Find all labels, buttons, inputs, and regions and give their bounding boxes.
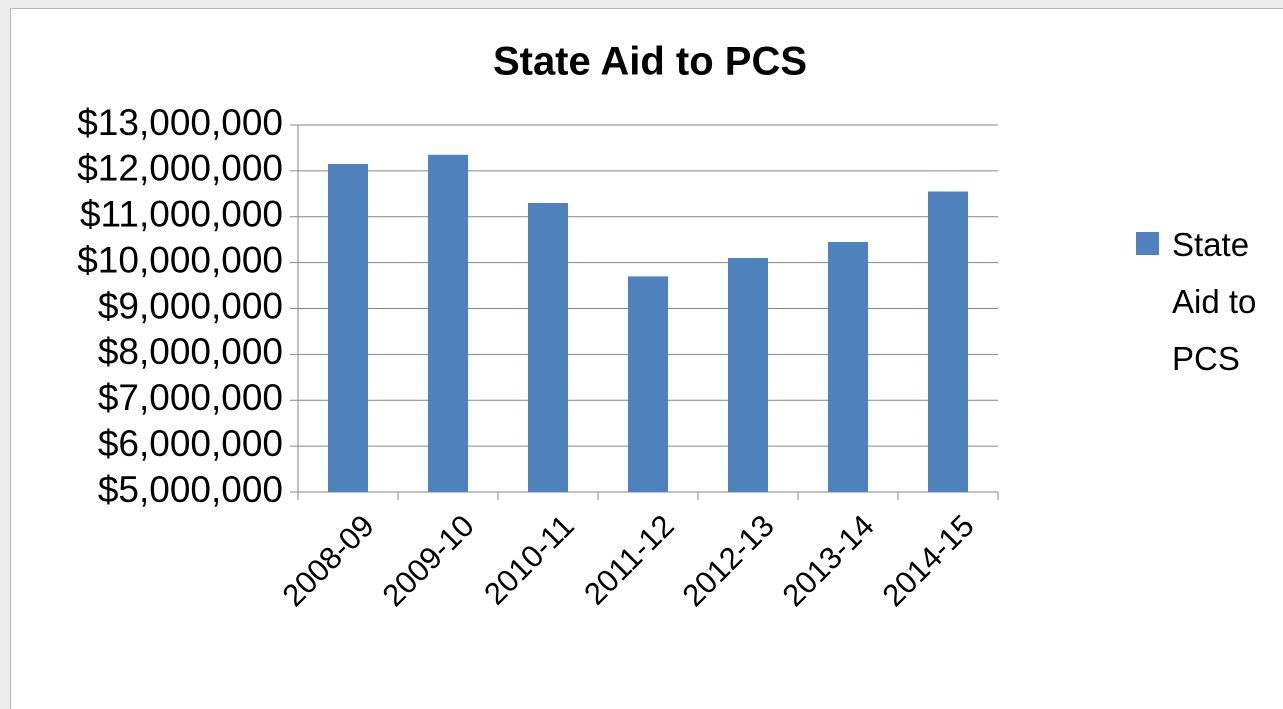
y-tick-label: $12,000,000: [77, 148, 283, 189]
bar: [628, 276, 668, 492]
y-tick-label: $7,000,000: [98, 377, 283, 418]
x-tick-label: 2008-09: [276, 508, 381, 613]
bar: [928, 191, 968, 493]
y-tick-label: $5,000,000: [98, 469, 283, 510]
y-tick-label: $6,000,000: [98, 423, 283, 464]
y-tick-label: $8,000,000: [98, 331, 283, 372]
y-tick-label: $9,000,000: [98, 285, 283, 326]
y-tick-label: $11,000,000: [80, 194, 283, 235]
y-tick-label: $10,000,000: [77, 239, 283, 280]
bar: [528, 202, 568, 493]
x-tick-label: 2010-11: [477, 508, 581, 612]
legend-label: State Aid to PCS: [1172, 226, 1257, 377]
y-tick-label: $13,000,000: [77, 102, 283, 143]
x-tick-label: 2012-13: [676, 508, 781, 613]
x-tick-label: 2009-10: [376, 508, 481, 613]
bar: [328, 163, 368, 492]
x-tick-label: 2014-15: [876, 508, 981, 613]
legend-swatch: [1136, 232, 1159, 255]
bar: [728, 258, 768, 492]
chart-title: State Aid to PCS: [493, 40, 807, 84]
bar: [428, 154, 468, 492]
x-tick-label: 2011-12: [577, 508, 681, 612]
x-tick-label: 2013-14: [776, 508, 881, 613]
bar: [828, 241, 868, 492]
